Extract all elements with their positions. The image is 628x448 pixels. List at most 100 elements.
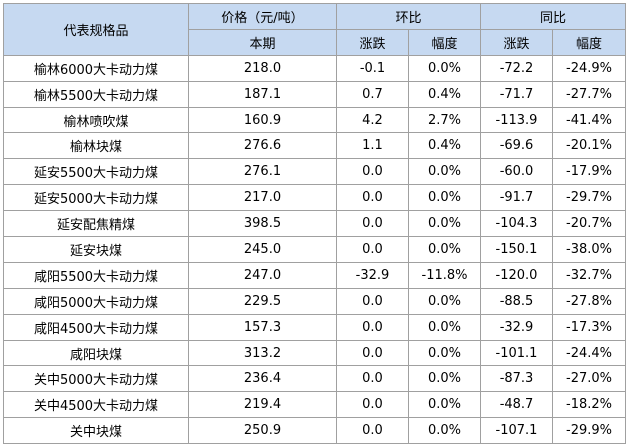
- value-cell: 0.7: [336, 80, 409, 108]
- value-cell: -32.7%: [552, 261, 627, 289]
- table-row: 榆林5500大卡动力煤 187.1 0.7 0.4% -71.7 -27.7%: [3, 80, 627, 108]
- value-cell: -150.1: [480, 236, 554, 263]
- table-row: 延安5000大卡动力煤 217.0 0.0 0.0% -91.7 -29.7%: [3, 184, 627, 212]
- table-body: 榆林6000大卡动力煤 218.0 -0.1 0.0% -72.2 -24.9% 榆林550…: [3, 54, 627, 445]
- value-cell: -29.7%: [552, 184, 627, 212]
- value-cell: 0.0%: [407, 391, 482, 419]
- value-cell: 250.9: [188, 417, 337, 445]
- table-row: 关中块煤 250.9 0.0 0.0% -107.1 -29.9%: [3, 417, 627, 445]
- value-cell: 0.0: [336, 417, 409, 445]
- value-cell: 4.2: [336, 106, 409, 134]
- value-cell: 0.0%: [407, 417, 482, 445]
- value-cell: -41.4%: [552, 106, 627, 134]
- value-cell: 0.0%: [407, 287, 482, 315]
- value-cell: 0.0: [336, 339, 409, 367]
- value-cell: -17.9%: [552, 158, 627, 186]
- value-cell: -48.7: [480, 391, 554, 419]
- table-row: 榆林块煤 276.6 1.1 0.4% -69.6 -20.1%: [3, 132, 627, 160]
- product-cell: 关中5000大卡动力煤: [3, 365, 189, 393]
- header-cell: 涨跌: [480, 28, 554, 56]
- table-row: 咸阳5000大卡动力煤 229.5 0.0 0.0% -88.5 -27.8%: [3, 287, 627, 315]
- value-cell: 276.6: [188, 132, 337, 160]
- product-cell: 咸阳块煤: [3, 339, 189, 367]
- table-row: 延安块煤 245.0 0.0 0.0% -150.1 -38.0%: [3, 236, 627, 263]
- table-row: 关中5000大卡动力煤 236.4 0.0 0.0% -87.3 -27.0%: [3, 365, 627, 393]
- value-cell: 0.0: [336, 313, 409, 341]
- value-cell: 2.7%: [407, 106, 482, 134]
- table-row: 榆林6000大卡动力煤 218.0 -0.1 0.0% -72.2 -24.9%: [3, 54, 627, 82]
- table-row: 榆林喷吹煤 160.9 4.2 2.7% -113.9 -41.4%: [3, 106, 627, 134]
- table-header: 代表规格品 价格（元/吨） 环比 同比 本期 涨跌 幅度 涨跌 幅度: [3, 3, 627, 56]
- value-cell: -11.8%: [407, 261, 482, 289]
- header-cell: 价格（元/吨）: [188, 3, 337, 30]
- value-cell: -27.8%: [552, 287, 627, 315]
- value-cell: 245.0: [188, 236, 337, 263]
- value-cell: 0.0: [336, 287, 409, 315]
- value-cell: 0.0: [336, 391, 409, 419]
- value-cell: 0.0: [336, 365, 409, 393]
- value-cell: 398.5: [188, 210, 337, 238]
- value-cell: 0.0%: [407, 339, 482, 367]
- value-cell: 0.0%: [407, 365, 482, 393]
- value-cell: -20.1%: [552, 132, 627, 160]
- value-cell: 247.0: [188, 261, 337, 289]
- value-cell: 0.0: [336, 158, 409, 186]
- header-cell: 幅度: [552, 28, 627, 56]
- value-cell: 0.0%: [407, 54, 482, 82]
- value-cell: 217.0: [188, 184, 337, 212]
- value-cell: 0.0%: [407, 236, 482, 263]
- value-cell: -24.4%: [552, 339, 627, 367]
- value-cell: 0.0: [336, 184, 409, 212]
- value-cell: -20.7%: [552, 210, 627, 238]
- product-cell: 延安块煤: [3, 236, 189, 263]
- product-cell: 榆林6000大卡动力煤: [3, 54, 189, 82]
- value-cell: 0.0: [336, 236, 409, 263]
- product-cell: 咸阳4500大卡动力煤: [3, 313, 189, 341]
- value-cell: -71.7: [480, 80, 554, 108]
- product-cell: 咸阳5000大卡动力煤: [3, 287, 189, 315]
- value-cell: -38.0%: [552, 236, 627, 263]
- product-cell: 延安5500大卡动力煤: [3, 158, 189, 186]
- table-row: 咸阳4500大卡动力煤 157.3 0.0 0.0% -32.9 -17.3%: [3, 313, 627, 341]
- value-cell: 229.5: [188, 287, 337, 315]
- value-cell: 313.2: [188, 339, 337, 367]
- value-cell: -32.9: [480, 313, 554, 341]
- value-cell: 187.1: [188, 80, 337, 108]
- header-cell: 环比: [335, 3, 482, 30]
- table-row: 咸阳块煤 313.2 0.0 0.0% -101.1 -24.4%: [3, 339, 627, 367]
- product-cell: 关中4500大卡动力煤: [3, 391, 189, 419]
- table-row: 咸阳5500大卡动力煤 247.0 -32.9 -11.8% -120.0 -32.7%: [3, 261, 627, 289]
- header-cell: 幅度: [407, 28, 482, 56]
- product-cell: 榆林5500大卡动力煤: [3, 80, 189, 108]
- value-cell: -0.1: [336, 54, 409, 82]
- value-cell: -113.9: [480, 106, 554, 134]
- value-cell: -27.0%: [552, 365, 627, 393]
- value-cell: -32.9: [336, 261, 409, 289]
- value-cell: 236.4: [188, 365, 337, 393]
- value-cell: -69.6: [480, 132, 554, 160]
- product-cell: 榆林喷吹煤: [3, 106, 189, 134]
- value-cell: -18.2%: [552, 391, 627, 419]
- value-cell: 0.4%: [407, 80, 482, 108]
- value-cell: -107.1: [480, 417, 554, 445]
- header-cell: 同比: [480, 3, 627, 30]
- product-cell: 关中块煤: [3, 417, 189, 445]
- value-cell: 157.3: [188, 313, 337, 341]
- header-cell: 本期: [188, 28, 337, 56]
- value-cell: -120.0: [480, 261, 554, 289]
- product-cell: 咸阳5500大卡动力煤: [3, 261, 189, 289]
- value-cell: 0.0%: [407, 184, 482, 212]
- value-cell: 218.0: [188, 54, 337, 82]
- value-cell: 0.0: [336, 210, 409, 238]
- value-cell: -60.0: [480, 158, 554, 186]
- value-cell: -72.2: [480, 54, 554, 82]
- value-cell: 1.1: [336, 132, 409, 160]
- value-cell: -91.7: [480, 184, 554, 212]
- value-cell: -87.3: [480, 365, 554, 393]
- header-cell: 涨跌: [336, 28, 409, 56]
- value-cell: 0.4%: [407, 132, 482, 160]
- value-cell: -29.9%: [552, 417, 627, 445]
- value-cell: -24.9%: [552, 54, 627, 82]
- value-cell: 219.4: [188, 391, 337, 419]
